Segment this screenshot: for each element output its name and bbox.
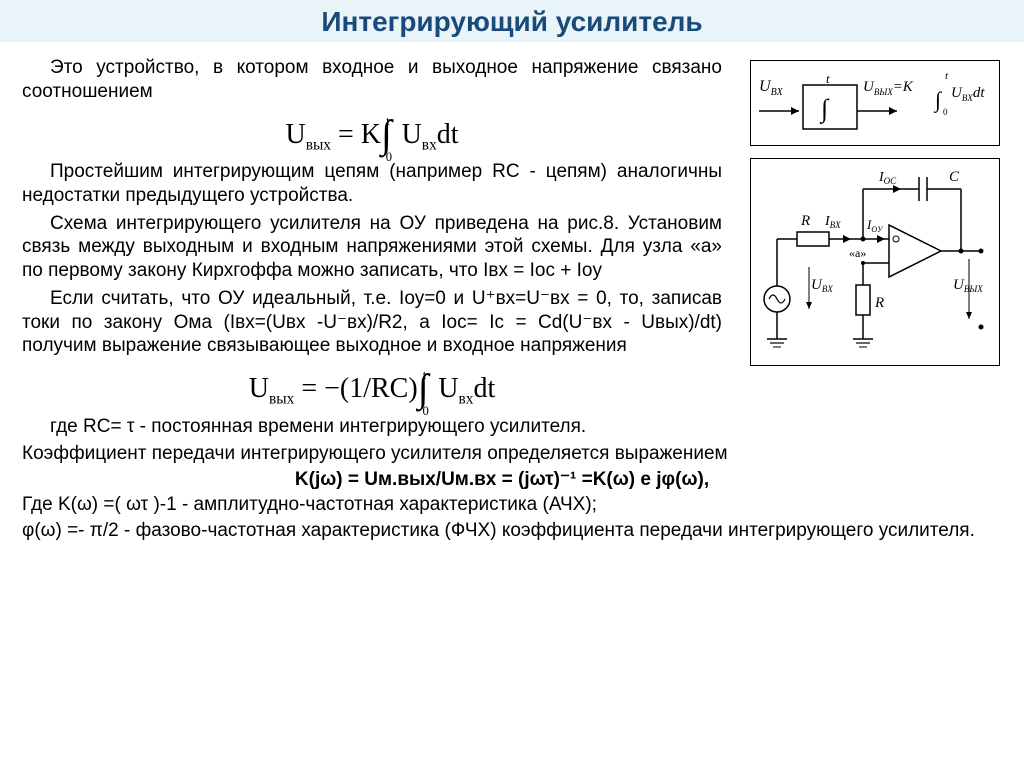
eq2-rhs-sub: вх bbox=[458, 391, 473, 408]
text-full-width: Коэффициент передачи интегрирующего усил… bbox=[22, 442, 982, 542]
eq2-lhs: U bbox=[249, 373, 269, 404]
eq1-lhs: U bbox=[285, 119, 305, 150]
block-diagram-svg: UBX t ∫ UBЫX=K ∫ 0 t UBXdt bbox=[751, 61, 999, 139]
eq1-rhs-sub: вх bbox=[422, 136, 437, 153]
paragraph-7: Где K(ω) =( ωτ )-1 - амплитудно-частотна… bbox=[22, 493, 982, 517]
eq1-lhs-sub: вых bbox=[306, 136, 331, 153]
svg-text:UBX: UBX bbox=[811, 277, 833, 294]
d2-ioy-sub: OУ bbox=[871, 225, 884, 234]
paragraph-6: Коэффициент передачи интегрирующего усил… bbox=[22, 442, 982, 466]
paragraph-1: Это устройство, в котором входное и выхо… bbox=[22, 56, 722, 104]
d2-node-a: «a» bbox=[849, 246, 866, 260]
paragraph-2: Простейшим интегрирующим цепям (например… bbox=[22, 160, 722, 208]
d2-r2: R bbox=[874, 295, 884, 311]
svg-text:UBXdt: UBXdt bbox=[951, 85, 985, 103]
eq1-eq: = K bbox=[331, 119, 381, 150]
d1-uin-sub: BX bbox=[771, 87, 784, 98]
eq2-lhs-sub: вых bbox=[269, 391, 294, 408]
equation-2: Uвых = −(1/RC)∫0tUвхdt bbox=[22, 362, 722, 409]
svg-text:UBЫX=K: UBЫX=K bbox=[863, 79, 914, 97]
eq2-mid: = −(1/RC) bbox=[294, 373, 417, 404]
text-column-left: Это устройство, в котором входное и выхо… bbox=[22, 56, 722, 438]
block-diagram-box: UBX t ∫ UBЫX=K ∫ 0 t UBXdt bbox=[750, 60, 1000, 146]
page-title: Интегрирующий усилитель bbox=[0, 6, 1024, 38]
d1-int-lower: 0 bbox=[943, 107, 948, 117]
diagram-column: UBX t ∫ UBЫX=K ∫ 0 t UBXdt bbox=[750, 60, 1000, 378]
d1-dt: dt bbox=[973, 85, 986, 101]
integral-icon-out: ∫ bbox=[933, 87, 943, 113]
svg-text:IOC: IOC bbox=[878, 170, 897, 186]
int-lower: 0 bbox=[386, 150, 392, 164]
int2-upper: t bbox=[423, 368, 427, 382]
d2-ubx-sub: BX bbox=[822, 284, 833, 294]
int2-lower: 0 bbox=[422, 404, 428, 418]
content-area: Это устройство, в котором входное и выхо… bbox=[0, 42, 1024, 543]
d2-r1: R bbox=[800, 213, 810, 229]
d1-int-upper: t bbox=[945, 70, 949, 82]
paragraph-8: φ(ω) =- π/2 - фазово-частотная характери… bbox=[22, 519, 982, 543]
eq2-dt: dt bbox=[473, 373, 495, 404]
d2-c: C bbox=[949, 169, 960, 185]
d2-ubyx-sub: BЫX bbox=[964, 284, 983, 294]
d1-t-top: t bbox=[826, 71, 830, 86]
paragraph-5: где RC= τ - постоянная времени интегриру… bbox=[22, 415, 722, 439]
equation-3: K(jω) = Uм.вых/Uм.вх = (jωτ)⁻¹ =K(ω) e j… bbox=[22, 468, 982, 491]
title-bar: Интегрирующий усилитель bbox=[0, 0, 1024, 42]
circuit-diagram-svg: R IBX «a» IOC C bbox=[751, 159, 999, 359]
d2-ibx-sub: BX bbox=[830, 220, 841, 230]
svg-text:UBX: UBX bbox=[759, 78, 784, 98]
svg-text:IOУ: IOУ bbox=[866, 217, 884, 234]
d1-uout-sub: BЫX bbox=[874, 87, 893, 97]
circuit-diagram-box: R IBX «a» IOC C bbox=[750, 158, 1000, 366]
equation-1: Uвых = K∫0tUвхdt bbox=[22, 108, 722, 155]
eq2-rhs: U bbox=[438, 373, 458, 404]
svg-text:IBX: IBX bbox=[824, 214, 841, 230]
integral-icon-block: ∫ bbox=[819, 94, 830, 124]
int-upper: t bbox=[386, 114, 390, 128]
eq1-rhs: U bbox=[402, 119, 422, 150]
d2-ioc-sub: OC bbox=[884, 176, 897, 186]
eq1-dt: dt bbox=[437, 119, 459, 150]
d1-uout-eq: =K bbox=[893, 79, 914, 95]
paragraph-4: Если считать, что ОУ идеальный, т.е. Iоу… bbox=[22, 287, 722, 358]
paragraph-3: Схема интегрирующего усилителя на ОУ при… bbox=[22, 212, 722, 283]
svg-text:UBЫX: UBЫX bbox=[953, 277, 983, 294]
d1-uin2-sub: BX bbox=[962, 93, 973, 103]
